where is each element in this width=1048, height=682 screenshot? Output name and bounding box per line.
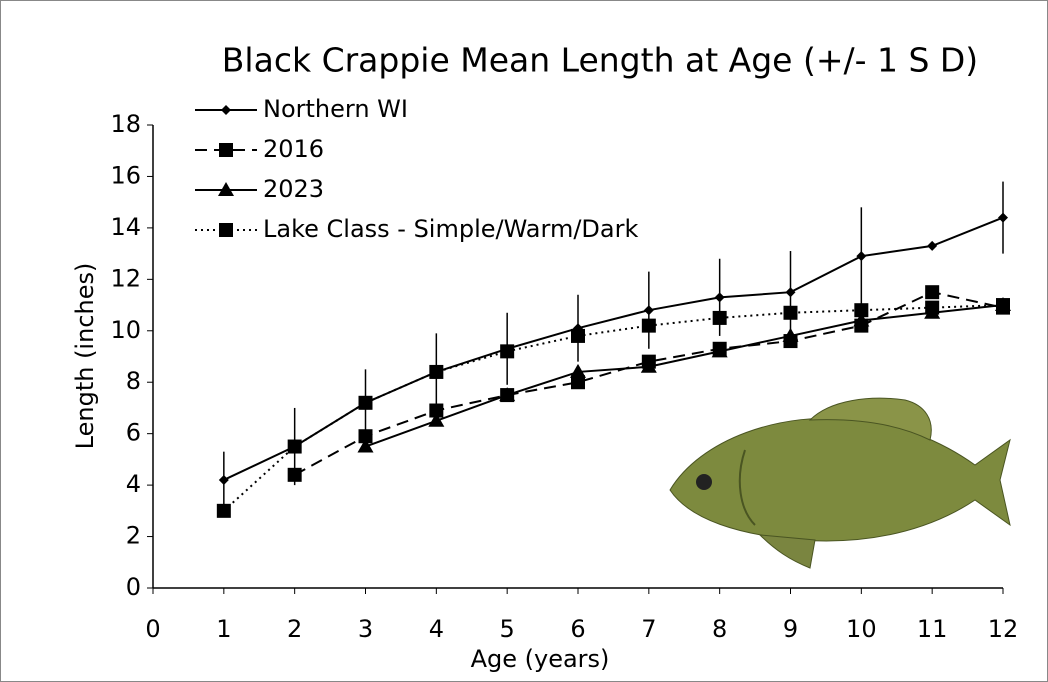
legend-label: 2016: [263, 135, 324, 163]
x-tick-label: 3: [358, 615, 373, 643]
data-point: [288, 468, 302, 482]
x-tick-label: 4: [429, 615, 444, 643]
legend-marker: [219, 143, 233, 157]
y-tick-label: 2: [126, 522, 141, 550]
y-tick-label: 4: [126, 470, 141, 498]
y-tick-label: 16: [110, 161, 141, 189]
x-tick-label: 11: [917, 615, 948, 643]
data-point: [713, 311, 727, 325]
data-point: [217, 504, 231, 518]
legend-label: Lake Class - Simple/Warm/Dark: [263, 215, 638, 243]
legend-label: 2023: [263, 175, 324, 203]
data-point: [500, 344, 514, 358]
x-tick-label: 0: [145, 615, 160, 643]
data-point: [925, 285, 939, 299]
x-tick-label: 10: [846, 615, 877, 643]
x-tick-label: 1: [216, 615, 231, 643]
y-tick-label: 12: [110, 264, 141, 292]
frame: [1, 1, 1048, 682]
data-point: [288, 440, 302, 454]
x-tick-label: 7: [641, 615, 656, 643]
data-point: [925, 301, 939, 315]
legend-marker: [219, 223, 233, 237]
y-tick-label: 6: [126, 419, 141, 447]
x-tick-label: 5: [500, 615, 515, 643]
data-point: [854, 303, 868, 317]
x-axis-label: Age (years): [471, 645, 610, 673]
data-point: [571, 329, 585, 343]
y-tick-label: 0: [126, 573, 141, 601]
x-tick-label: 6: [570, 615, 585, 643]
y-axis-label: Length (inches): [71, 263, 99, 450]
y-tick-label: 18: [110, 110, 141, 138]
x-tick-label: 9: [783, 615, 798, 643]
y-tick-label: 10: [110, 316, 141, 344]
y-tick-label: 8: [126, 367, 141, 395]
x-tick-label: 12: [988, 615, 1019, 643]
x-tick-label: 8: [712, 615, 727, 643]
chart-title: Black Crappie Mean Length at Age (+/- 1 …: [222, 41, 978, 80]
data-point: [996, 298, 1010, 312]
chart: Black Crappie Mean Length at Age (+/- 1 …: [0, 0, 1048, 682]
y-tick-label: 14: [110, 213, 141, 241]
data-point: [359, 396, 373, 410]
data-point: [784, 306, 798, 320]
x-tick-label: 2: [287, 615, 302, 643]
legend-label: Northern WI: [263, 95, 408, 123]
data-point: [642, 319, 656, 333]
data-point: [429, 365, 443, 379]
